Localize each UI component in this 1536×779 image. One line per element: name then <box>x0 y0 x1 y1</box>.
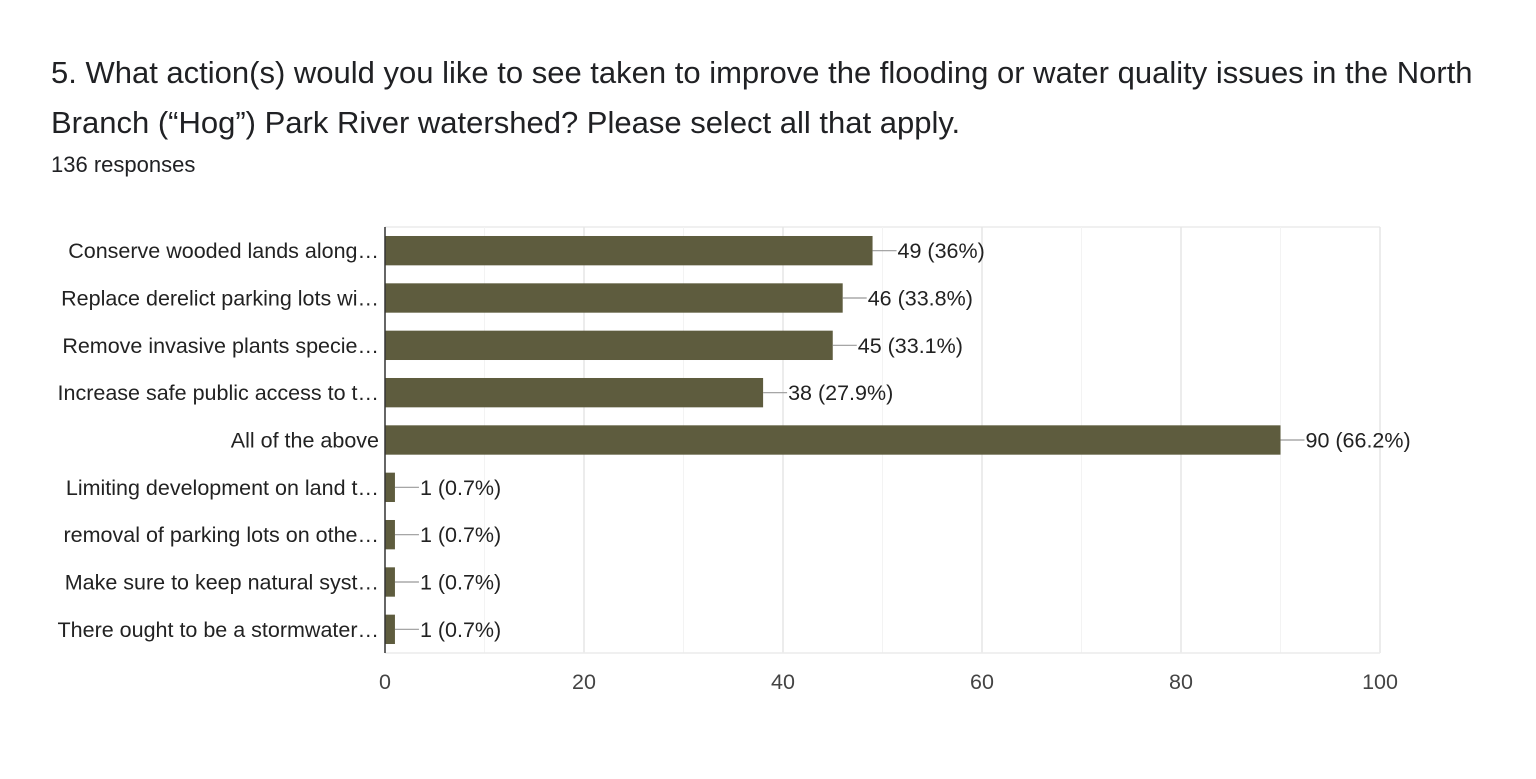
bar <box>385 330 833 361</box>
labels-layer: 0 20 40 60 80 100 Conserve wooded lands along…… <box>58 239 1411 694</box>
data-label: 1 (0.7%) <box>420 476 501 500</box>
data-label: 38 (27.9%) <box>788 381 893 405</box>
category-label: All of the above <box>231 429 379 453</box>
data-label: 1 (0.7%) <box>420 571 501 595</box>
data-label: 49 (36%) <box>898 239 985 263</box>
bar <box>385 472 395 503</box>
x-tick-label: 60 <box>970 670 994 694</box>
question-title: 5. What action(s) would you like to see … <box>51 55 1473 140</box>
category-label: Increase safe public access to t… <box>58 381 379 405</box>
category-label: Remove invasive plants specie… <box>62 334 379 358</box>
category-label: There ought to be a stormwater… <box>58 618 379 642</box>
category-label: Conserve wooded lands along… <box>68 239 379 263</box>
data-label: 90 (66.2%) <box>1306 429 1411 453</box>
data-label: 1 (0.7%) <box>420 523 501 547</box>
category-label: removal of parking lots on othe… <box>64 523 380 547</box>
x-tick-label: 100 <box>1362 670 1398 694</box>
bar <box>385 283 843 313</box>
category-label: Replace derelict parking lots wi… <box>61 287 379 311</box>
data-label: 46 (33.8%) <box>868 287 973 311</box>
bar <box>385 614 395 645</box>
bar <box>385 519 395 550</box>
x-tick-label: 40 <box>771 670 795 694</box>
bars-layer <box>385 235 1281 645</box>
x-tick-label: 0 <box>379 670 391 694</box>
x-tick-label: 20 <box>572 670 596 694</box>
bar <box>385 567 395 597</box>
data-label: 45 (33.1%) <box>858 334 963 358</box>
x-tick-label: 80 <box>1169 670 1193 694</box>
data-label: 1 (0.7%) <box>420 618 501 642</box>
bar <box>385 235 873 266</box>
bar <box>385 425 1281 455</box>
category-label: Make sure to keep natural syst… <box>65 571 379 595</box>
category-label: Limiting development on land t… <box>66 476 379 500</box>
bar <box>385 377 764 408</box>
response-count: 136 responses <box>51 152 196 177</box>
